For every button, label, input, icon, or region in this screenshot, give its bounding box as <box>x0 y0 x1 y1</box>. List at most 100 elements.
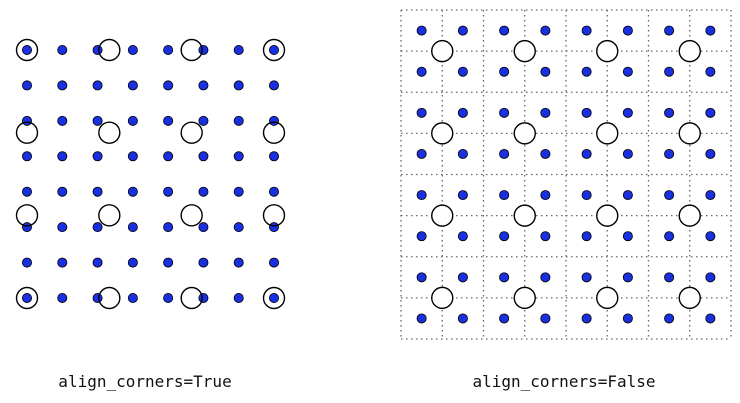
output-sample-dot-r6-c4 <box>581 272 592 283</box>
output-sample-dot-r3-c6 <box>233 151 244 162</box>
output-sample-dot-r4-c7 <box>705 190 716 201</box>
input-pixel-circle-r1-c1 <box>513 122 536 145</box>
output-sample-dot-r6-c2 <box>92 257 103 268</box>
caption-align-corners-true: align_corners=True <box>58 372 232 391</box>
output-sample-dot-r7-c1 <box>57 292 68 303</box>
output-sample-dot-r5-c5 <box>198 222 209 233</box>
input-pixel-circle-r3-c3 <box>678 286 701 310</box>
output-sample-dot-r2-c3 <box>540 107 551 118</box>
output-sample-dot-r2-c4 <box>581 107 592 118</box>
input-pixel-circle-r2-c0 <box>431 204 454 227</box>
output-sample-dot-r7-c3 <box>540 313 551 324</box>
output-sample-dot-r7-c0 <box>416 313 427 324</box>
output-sample-dot-r4-c3 <box>127 186 138 197</box>
output-sample-dot-r7-c5 <box>622 313 633 324</box>
output-sample-dot-r0-c2 <box>92 45 103 56</box>
input-pixel-circle-r2-c3 <box>262 204 286 227</box>
output-sample-dot-r2-c7 <box>705 107 716 118</box>
output-sample-dot-r6-c3 <box>127 257 138 268</box>
input-pixel-circle-r3-c2 <box>596 286 619 310</box>
output-sample-dot-r2-c0 <box>416 107 427 118</box>
output-sample-dot-r2-c6 <box>664 107 675 118</box>
output-sample-dot-r4-c1 <box>457 190 468 201</box>
output-sample-dot-r4-c2 <box>499 190 510 201</box>
output-sample-dot-r2-c4 <box>163 115 174 126</box>
output-sample-dot-r1-c6 <box>664 66 675 77</box>
output-sample-dot-r2-c5 <box>622 107 633 118</box>
input-pixel-circle-r2-c2 <box>596 204 619 227</box>
output-sample-dot-r2-c1 <box>57 115 68 126</box>
input-pixel-circle-r3-c1 <box>98 286 121 310</box>
output-sample-dot-r0-c3 <box>540 25 551 36</box>
output-sample-dot-r5-c3 <box>127 222 138 233</box>
output-sample-dot-r7-c4 <box>163 292 174 303</box>
output-sample-dot-r6-c6 <box>664 272 675 283</box>
input-pixel-circle-r1-c0 <box>431 122 454 145</box>
output-sample-dot-r0-c6 <box>233 45 244 56</box>
output-sample-dot-r1-c3 <box>127 80 138 91</box>
output-sample-dot-r1-c2 <box>92 80 103 91</box>
output-sample-dot-r0-c5 <box>622 25 633 36</box>
output-sample-dot-r7-c2 <box>499 313 510 324</box>
input-pixel-circle-r3-c3 <box>262 286 286 310</box>
output-sample-dot-r6-c7 <box>705 272 716 283</box>
output-sample-dot-r3-c0 <box>21 151 32 162</box>
output-sample-dot-r2-c2 <box>92 115 103 126</box>
output-sample-dot-r0-c5 <box>198 45 209 56</box>
output-sample-dot-r5-c5 <box>622 231 633 242</box>
output-sample-dot-r1-c7 <box>268 80 279 91</box>
output-sample-dot-r2-c7 <box>268 115 279 126</box>
output-sample-dot-r3-c3 <box>127 151 138 162</box>
output-sample-dot-r4-c1 <box>57 186 68 197</box>
input-pixel-circle-r2-c0 <box>15 204 39 227</box>
output-sample-dot-r0-c1 <box>57 45 68 56</box>
output-sample-dot-r4-c5 <box>622 190 633 201</box>
output-sample-dot-r5-c7 <box>705 231 716 242</box>
output-sample-dot-r3-c4 <box>581 148 592 159</box>
output-sample-dot-r7-c7 <box>705 313 716 324</box>
output-sample-dot-r7-c2 <box>92 292 103 303</box>
output-sample-dot-r1-c5 <box>622 66 633 77</box>
output-sample-dot-r7-c5 <box>198 292 209 303</box>
output-sample-dot-r6-c6 <box>233 257 244 268</box>
output-sample-dot-r5-c7 <box>268 222 279 233</box>
output-sample-dot-r0-c0 <box>416 25 427 36</box>
output-sample-dot-r2-c1 <box>457 107 468 118</box>
output-sample-dot-r7-c0 <box>21 292 32 303</box>
input-pixel-circle-r3-c1 <box>513 286 536 310</box>
output-sample-dot-r5-c1 <box>57 222 68 233</box>
output-sample-dot-r7-c7 <box>268 292 279 303</box>
output-sample-dot-r7-c4 <box>581 313 592 324</box>
input-pixel-circle-r3-c0 <box>15 286 39 310</box>
output-sample-dot-r0-c0 <box>21 45 32 56</box>
output-sample-dot-r2-c6 <box>233 115 244 126</box>
input-pixel-circle-r0-c3 <box>262 38 286 62</box>
output-sample-dot-r6-c5 <box>622 272 633 283</box>
output-sample-dot-r3-c1 <box>457 148 468 159</box>
output-sample-dot-r1-c5 <box>198 80 209 91</box>
output-sample-dot-r6-c1 <box>57 257 68 268</box>
input-pixel-circle-r3-c2 <box>180 286 203 310</box>
output-sample-dot-r6-c4 <box>163 257 174 268</box>
output-sample-dot-r4-c2 <box>92 186 103 197</box>
output-sample-dot-r5-c0 <box>21 222 32 233</box>
output-sample-dot-r0-c7 <box>705 25 716 36</box>
input-pixel-circle-r3-c0 <box>431 286 454 310</box>
output-sample-dot-r5-c4 <box>163 222 174 233</box>
output-sample-dot-r2-c5 <box>198 115 209 126</box>
output-sample-dot-r3-c2 <box>92 151 103 162</box>
output-sample-dot-r1-c2 <box>499 66 510 77</box>
output-sample-dot-r0-c7 <box>268 45 279 56</box>
output-sample-dot-r6-c3 <box>540 272 551 283</box>
output-sample-dot-r1-c7 <box>705 66 716 77</box>
output-sample-dot-r7-c6 <box>664 313 675 324</box>
output-sample-dot-r5-c3 <box>540 231 551 242</box>
output-sample-dot-r6-c7 <box>268 257 279 268</box>
output-sample-dot-r3-c7 <box>268 151 279 162</box>
input-pixel-circle-r1-c1 <box>98 121 121 144</box>
input-pixel-circle-r1-c2 <box>596 122 619 145</box>
output-sample-dot-r4-c6 <box>664 190 675 201</box>
output-sample-dot-r7-c6 <box>233 292 244 303</box>
input-pixel-circle-r1-c3 <box>678 122 701 145</box>
